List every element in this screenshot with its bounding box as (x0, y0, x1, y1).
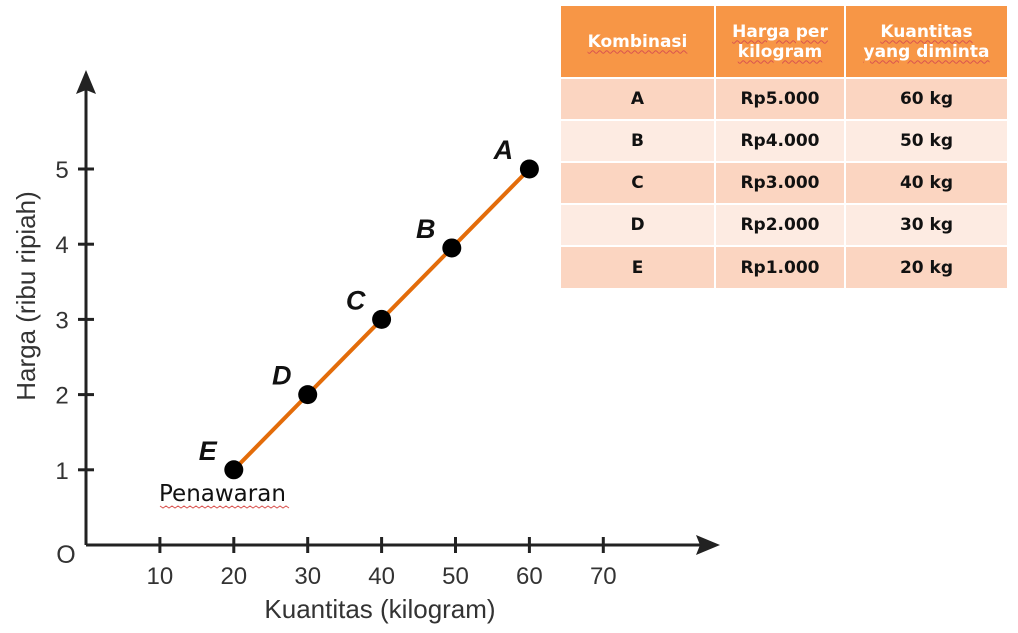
origin-label: O (56, 541, 75, 569)
cell-harga: Rp2.000 (715, 203, 846, 246)
y-tick-label: 3 (55, 307, 68, 334)
point-label-d: D (272, 361, 292, 391)
y-tick-label: 1 (55, 458, 68, 485)
y-axis-label: Harga (ribu ripiah) (11, 191, 41, 401)
x-tick-label: 50 (442, 563, 469, 590)
cell-harga: Rp4.000 (715, 119, 846, 162)
x-axis-arrow (696, 535, 720, 555)
header-harga-line2: kilogram (737, 41, 823, 62)
header-kuantitas-line2: yang diminta (863, 41, 990, 62)
cell-kombinasi: C (561, 161, 716, 204)
data-point-e (224, 460, 244, 480)
point-label-c: C (346, 285, 366, 315)
table-header-cell: Harga per kilogram (715, 6, 846, 78)
cell-harga: Rp3.000 (715, 161, 846, 204)
table-row: C Rp3.000 40 kg (561, 161, 1007, 204)
cell-kuantitas: 50 kg (845, 119, 1007, 162)
point-label-a: A (493, 135, 514, 165)
cell-kombinasi: A (561, 77, 716, 120)
cell-kombinasi: E (561, 245, 716, 288)
x-tick-label: 20 (220, 563, 247, 590)
cell-harga: Rp5.000 (715, 77, 846, 120)
data-table: Kombinasi Harga per kilogram Kuantitas y… (561, 6, 1007, 288)
table-row: E Rp1.000 20 kg (561, 245, 1007, 288)
x-axis-label: Kuantitas (kilogram) (264, 594, 495, 624)
y-tick-label: 5 (55, 157, 68, 184)
y-tick-label: 2 (55, 383, 68, 410)
header-kombinasi: Kombinasi (587, 31, 688, 52)
data-points: E D C B A (199, 135, 539, 480)
table-header-cell: Kuantitas yang diminta (845, 6, 1007, 78)
header-kuantitas-line1: Kuantitas (880, 21, 973, 42)
x-tick-label: 70 (590, 563, 617, 590)
cell-kuantitas: 40 kg (845, 161, 1007, 204)
header-harga-line1: Harga per (732, 21, 828, 42)
table-header-cell: Kombinasi (561, 6, 716, 78)
x-tick-label: 40 (368, 563, 395, 590)
table-row: D Rp2.000 30 kg (561, 203, 1007, 246)
data-point-d (298, 385, 318, 405)
y-axis-ticks: 1 2 3 4 5 (55, 157, 94, 485)
table-header-row: Kombinasi Harga per kilogram Kuantitas y… (561, 6, 1007, 78)
x-tick-label: 10 (147, 563, 174, 590)
x-axis-ticks: 10 20 30 40 50 60 70 (147, 537, 617, 590)
data-point-a (519, 159, 539, 179)
cell-kuantitas: 60 kg (845, 77, 1007, 120)
y-axis-arrow (76, 70, 96, 94)
cell-kombinasi: D (561, 203, 716, 246)
table-row: B Rp4.000 50 kg (561, 119, 1007, 162)
point-label-e: E (199, 436, 218, 466)
series-annotation-penawaran: Penawaran (159, 481, 286, 507)
data-point-b (442, 238, 462, 258)
spellcheck-underline (159, 505, 290, 509)
y-tick-label: 4 (55, 232, 68, 259)
point-label-b: B (416, 214, 436, 244)
data-point-c (372, 309, 392, 329)
cell-harga: Rp1.000 (715, 245, 846, 288)
cell-kuantitas: 20 kg (845, 245, 1007, 288)
table-row: A Rp5.000 60 kg (561, 77, 1007, 120)
x-tick-label: 30 (294, 563, 321, 590)
cell-kombinasi: B (561, 119, 716, 162)
cell-kuantitas: 30 kg (845, 203, 1007, 246)
x-tick-label: 60 (516, 563, 543, 590)
